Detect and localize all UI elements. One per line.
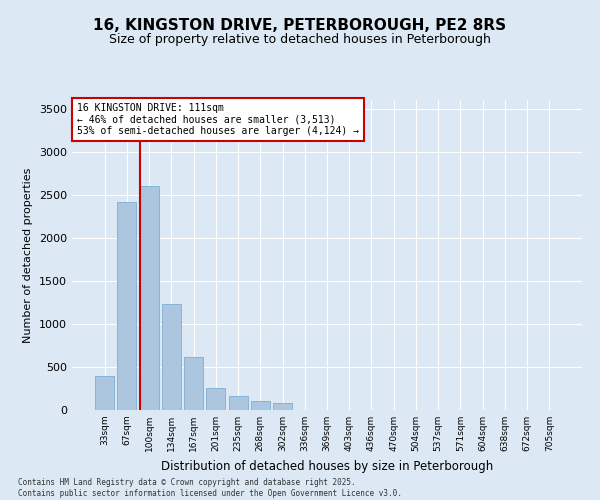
Text: 16 KINGSTON DRIVE: 111sqm
← 46% of detached houses are smaller (3,513)
53% of se: 16 KINGSTON DRIVE: 111sqm ← 46% of detac… — [77, 103, 359, 136]
Text: Size of property relative to detached houses in Peterborough: Size of property relative to detached ho… — [109, 32, 491, 46]
Text: 16, KINGSTON DRIVE, PETERBOROUGH, PE2 8RS: 16, KINGSTON DRIVE, PETERBOROUGH, PE2 8R… — [94, 18, 506, 32]
Bar — [118, 202, 136, 410]
Bar — [229, 396, 248, 410]
Bar — [95, 376, 114, 410]
Y-axis label: Number of detached properties: Number of detached properties — [23, 168, 34, 342]
Bar — [140, 186, 158, 410]
Bar — [162, 304, 181, 410]
Bar — [184, 356, 203, 410]
Bar — [206, 388, 225, 410]
X-axis label: Distribution of detached houses by size in Peterborough: Distribution of detached houses by size … — [161, 460, 493, 472]
Bar — [273, 403, 292, 410]
Text: Contains HM Land Registry data © Crown copyright and database right 2025.
Contai: Contains HM Land Registry data © Crown c… — [18, 478, 402, 498]
Bar — [251, 400, 270, 410]
